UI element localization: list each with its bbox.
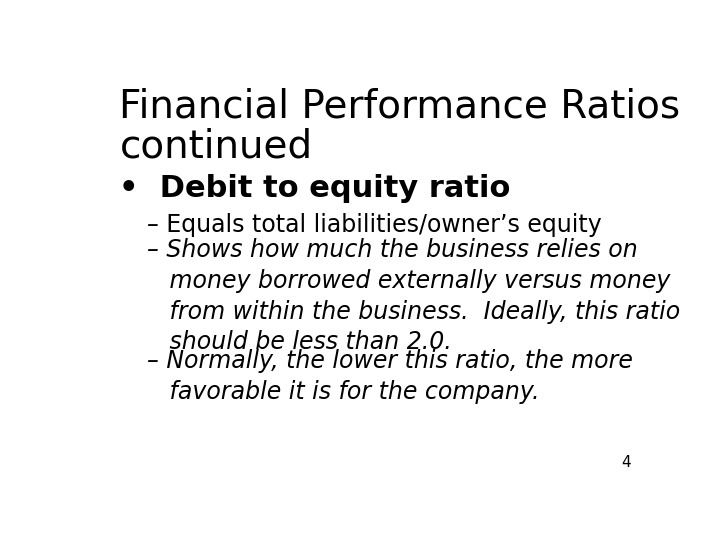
- Text: – Normally, the lower this ratio, the more
   favorable it is for the company.: – Normally, the lower this ratio, the mo…: [147, 349, 632, 404]
- Text: Financial Performance Ratios: Financial Performance Ratios: [120, 88, 680, 126]
- Text: 4: 4: [621, 455, 631, 470]
- Text: – Shows how much the business relies on
   money borrowed externally versus mone: – Shows how much the business relies on …: [147, 239, 680, 354]
- Text: – Equals total liabilities/owner’s equity: – Equals total liabilities/owner’s equit…: [147, 213, 601, 237]
- Text: continued: continued: [120, 128, 312, 166]
- Text: •  Debit to equity ratio: • Debit to equity ratio: [120, 174, 510, 203]
